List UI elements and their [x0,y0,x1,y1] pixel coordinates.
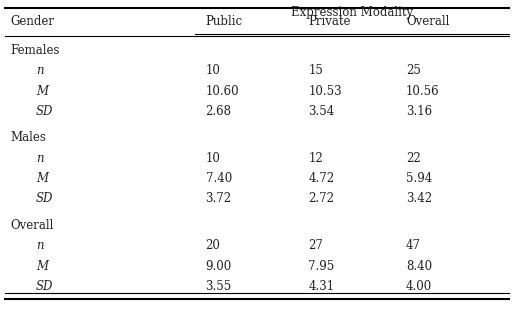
Text: Expression Modality: Expression Modality [291,6,413,19]
Text: 10: 10 [206,64,221,77]
Text: Private: Private [308,15,351,28]
Text: 4.72: 4.72 [308,172,335,185]
Text: 3.55: 3.55 [206,280,232,293]
Text: 12: 12 [308,152,323,165]
Text: M: M [36,172,48,185]
Text: 3.42: 3.42 [406,192,432,205]
Text: 7.40: 7.40 [206,172,232,185]
Text: Gender: Gender [10,15,54,28]
Text: Overall: Overall [10,219,53,232]
Text: 3.72: 3.72 [206,192,232,205]
Text: n: n [36,239,44,252]
Text: 3.16: 3.16 [406,105,432,118]
Text: Males: Males [10,131,46,144]
Text: n: n [36,64,44,77]
Text: 8.40: 8.40 [406,260,432,272]
Text: 10: 10 [206,152,221,165]
Text: 25: 25 [406,64,421,77]
Text: 10.53: 10.53 [308,85,342,98]
Text: 15: 15 [308,64,323,77]
Text: SD: SD [36,192,53,205]
Text: n: n [36,152,44,165]
Text: 4.31: 4.31 [308,280,335,293]
Text: 3.54: 3.54 [308,105,335,118]
Text: 9.00: 9.00 [206,260,232,272]
Text: 4.00: 4.00 [406,280,432,293]
Text: M: M [36,260,48,272]
Text: M: M [36,85,48,98]
Text: 2.72: 2.72 [308,192,335,205]
Text: 20: 20 [206,239,221,252]
Text: 22: 22 [406,152,421,165]
Text: Females: Females [10,44,60,57]
Text: 5.94: 5.94 [406,172,432,185]
Text: SD: SD [36,280,53,293]
Text: 2.68: 2.68 [206,105,232,118]
Text: Public: Public [206,15,243,28]
Text: SD: SD [36,105,53,118]
Text: 47: 47 [406,239,421,252]
Text: 27: 27 [308,239,323,252]
Text: 7.95: 7.95 [308,260,335,272]
Text: 10.56: 10.56 [406,85,439,98]
Text: 10.60: 10.60 [206,85,239,98]
Text: Overall: Overall [406,15,449,28]
